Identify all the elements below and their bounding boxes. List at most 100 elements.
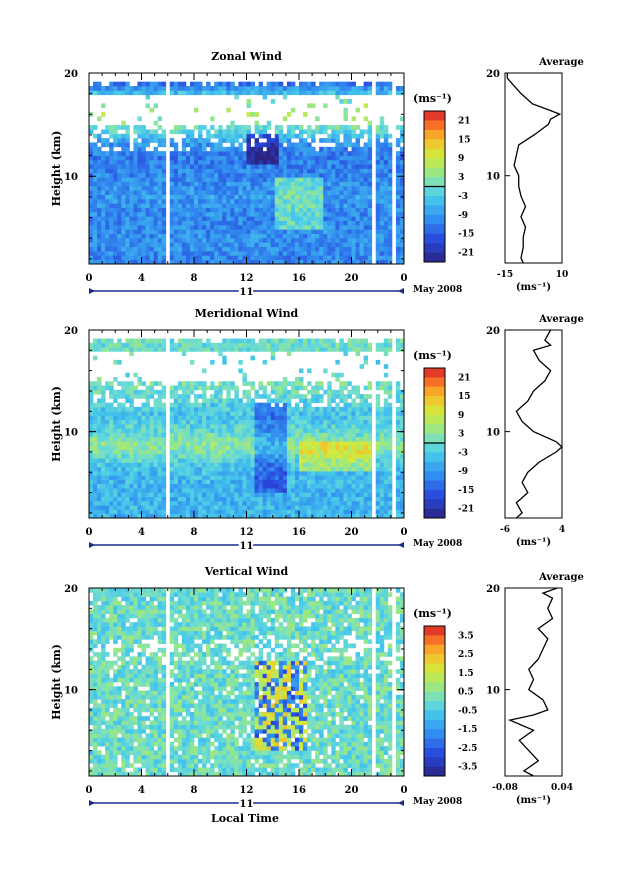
heatmap-cell: [109, 90, 114, 96]
heatmap-cell: [177, 194, 183, 200]
heatmap-cell: [218, 432, 223, 438]
heatmap-cell: [246, 406, 251, 412]
heatmap-cell: [307, 496, 312, 502]
heatmap-cell: [218, 172, 223, 178]
heatmap-cell: [97, 159, 102, 165]
heatmap-cell: [303, 168, 308, 174]
heatmap-cell: [129, 458, 134, 463]
heatmap-cell: [351, 207, 356, 213]
heatmap-cell: [347, 81, 352, 87]
colorbar-tick-label: -15: [458, 230, 474, 240]
heatmap-cell: [101, 466, 106, 472]
heatmap-cell: [246, 103, 251, 109]
heatmap-cell: [331, 181, 336, 187]
heatmap-cell: [343, 112, 348, 117]
heatmap-cell: [303, 479, 308, 485]
heatmap-cell: [177, 475, 183, 480]
heatmap-cell: [101, 207, 106, 213]
heatmap-cell: [189, 458, 195, 463]
heatmap-cell: [278, 237, 284, 243]
heatmap-cell: [194, 428, 199, 433]
heatmap-cell: [133, 492, 138, 498]
heatmap-cell: [379, 229, 385, 235]
heatmap-cell: [125, 207, 130, 213]
heatmap-cell: [169, 505, 175, 510]
heatmap-cell: [266, 211, 272, 217]
heatmap-cell: [286, 159, 292, 165]
colorbar-segment: [424, 224, 445, 234]
heatmap-cell: [339, 237, 344, 243]
heatmap-cell: [290, 133, 296, 139]
heatmap-cell: [89, 424, 94, 429]
heatmap-cell: [234, 185, 239, 191]
heatmap-cell: [161, 250, 167, 256]
heatmap-cell: [133, 488, 138, 493]
heatmap-cell: [250, 194, 255, 200]
heatmap-cell: [210, 419, 215, 425]
heatmap-cell: [290, 203, 296, 208]
heatmap-cell: [290, 259, 296, 265]
heatmap-cell: [238, 445, 243, 451]
heatmap-cell: [299, 441, 304, 446]
heatmap-cell: [121, 453, 126, 459]
heatmap-cell: [258, 224, 264, 230]
heatmap-cell: [113, 164, 118, 169]
heatmap-cell: [109, 172, 114, 178]
heatmap-cell: [214, 488, 219, 493]
heatmap-cell: [250, 224, 255, 230]
heatmap-cell: [181, 479, 187, 485]
heatmap-cell: [254, 155, 260, 161]
heatmap-cell: [185, 177, 191, 182]
heatmap-cell: [343, 99, 348, 104]
heatmap-cell: [185, 185, 191, 191]
heatmap-cell: [194, 483, 199, 489]
heatmap-cell: [238, 159, 243, 165]
heatmap-cell: [189, 453, 195, 459]
heatmap-cell: [359, 229, 365, 235]
heatmap-cell: [161, 432, 167, 438]
heatmap-cell: [129, 250, 134, 256]
heatmap-cell: [226, 242, 231, 248]
heatmap-cell: [258, 255, 264, 261]
heatmap-cell: [222, 190, 227, 195]
heatmap-cell: [262, 94, 268, 100]
heatmap-cell: [181, 509, 187, 515]
heatmap-cell: [121, 385, 126, 391]
heatmap-cell: [278, 453, 284, 459]
heatmap-cell: [323, 207, 328, 213]
heatmap-cell: [327, 492, 332, 498]
heatmap-cell: [198, 436, 203, 442]
heatmap-cell: [141, 164, 146, 169]
heatmap-cell: [177, 402, 183, 408]
heatmap-cell: [335, 505, 340, 510]
heatmap-cell: [145, 338, 150, 344]
heatmap-cell: [222, 445, 227, 451]
heatmap-cell: [319, 81, 324, 87]
heatmap-cell: [185, 402, 191, 408]
heatmap-cell: [181, 146, 187, 152]
heatmap-cell: [375, 194, 381, 200]
heatmap-cell: [262, 194, 268, 200]
heatmap-cell: [258, 436, 264, 442]
heatmap-cell: [149, 381, 155, 386]
colorbar-segment: [424, 233, 445, 244]
heatmap-cell: [327, 242, 332, 248]
heatmap-cell: [194, 441, 199, 446]
heatmap-cell: [226, 246, 231, 252]
heatmap-cell: [97, 458, 102, 463]
heatmap-cell: [181, 181, 187, 187]
heatmap-cell: [161, 259, 167, 265]
heatmap-cell: [153, 172, 159, 178]
heatmap-cell: [290, 177, 296, 182]
heatmap-cell: [202, 207, 207, 213]
heatmap-cell: [359, 475, 365, 480]
heatmap-cell: [343, 138, 348, 143]
heatmap-cell: [105, 207, 110, 213]
heatmap-cell: [278, 207, 284, 213]
heatmap-cell: [198, 475, 203, 480]
heatmap-cell: [363, 436, 369, 442]
heatmap-cell: [109, 125, 114, 130]
heatmap-cell: [335, 432, 340, 438]
heatmap-cell: [331, 505, 336, 510]
heatmap-cell: [266, 172, 272, 178]
